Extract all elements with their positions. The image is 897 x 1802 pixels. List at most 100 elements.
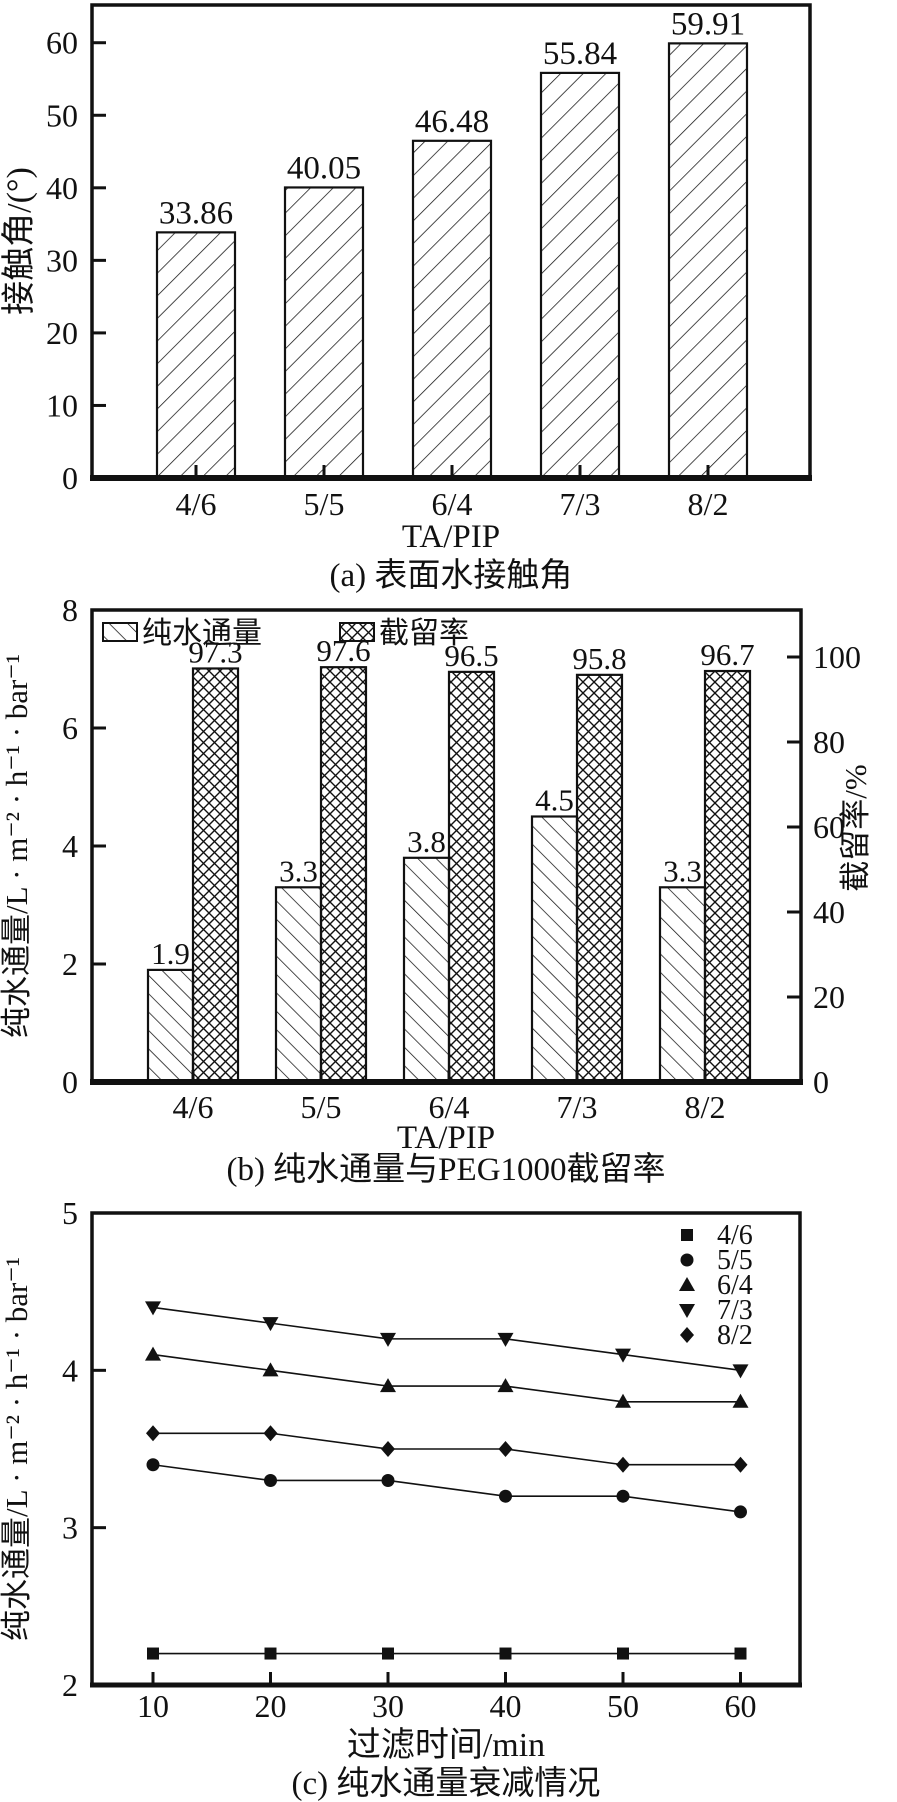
marker-circle [734, 1505, 747, 1519]
flux-value-label: 4.5 [535, 783, 574, 818]
marker-triangle-down [145, 1301, 161, 1316]
x-tick-label: 7/3 [560, 486, 601, 522]
bar-7/3 [539, 71, 621, 480]
x-tick-label: 5/5 [304, 486, 345, 522]
marker-triangle-up [262, 1362, 279, 1377]
marker-circle [146, 1458, 160, 1472]
bar-value-label: 55.84 [543, 36, 617, 72]
caption-c: (c) 纯水通量衰减情况 [292, 1765, 601, 1802]
bar-6/4 [411, 139, 493, 480]
x-axis-title: 过滤时间/min [347, 1726, 545, 1764]
series-4/6 [147, 1647, 747, 1660]
marker-square [617, 1647, 629, 1660]
rejection-value-label: 96.5 [444, 638, 498, 673]
y-tick-label-left: 8 [62, 592, 78, 628]
marker-square [382, 1647, 394, 1660]
marker-triangle-up [732, 1393, 749, 1408]
legend-label-8/2: 8/2 [717, 1320, 753, 1351]
x-tick-label: 8/2 [685, 1089, 726, 1125]
marker-diamond [733, 1456, 748, 1473]
x-tick-label: 50 [607, 1688, 639, 1724]
y-tick-label-right: 80 [813, 724, 845, 760]
marker-square [264, 1647, 277, 1660]
chart-a-contact-angle: 0 10 20 30 40 50 60 33.86 4/6 40.05 5/5 46.48 6/4 55.… [0, 3, 812, 594]
x-tick-label: 6/4 [429, 1089, 470, 1125]
x-tick-label: 10 [137, 1688, 169, 1724]
y-tick-label-left: 2 [62, 946, 78, 982]
y-axis-title: 接触角/(°) [0, 167, 38, 315]
marker-circle [499, 1489, 512, 1503]
x-tick-label: 5/5 [301, 1089, 342, 1125]
series-8/2 [146, 1425, 748, 1473]
bar-4/6 [155, 231, 237, 480]
bar-value-label: 33.86 [159, 195, 233, 231]
series-6/4 [145, 1346, 749, 1408]
flux-value-label: 3.3 [279, 853, 318, 888]
flux-bar-4/6 [146, 968, 195, 1084]
legend-marker-diamond [680, 1327, 694, 1343]
y-tick-label: 20 [46, 315, 78, 351]
y-axis-title-right: 截留率/% [838, 764, 873, 891]
x-tick-label: 6/4 [432, 486, 473, 522]
y-tick-label: 0 [62, 460, 78, 496]
marker-diamond [498, 1441, 513, 1457]
y-tick-label: 10 [46, 387, 78, 423]
y-tick-label: 3 [62, 1510, 78, 1546]
x-tick-label: 20 [255, 1688, 287, 1724]
rejection-value-label: 96.7 [700, 637, 754, 672]
flux-value-label: 3.8 [407, 824, 446, 859]
series-line-8/2 [153, 1432, 741, 1466]
legend-label-5/5: 5/5 [717, 1245, 753, 1276]
marker-triangle-down [262, 1317, 279, 1332]
marker-triangle-up [615, 1393, 631, 1408]
y-tick-label-right: 40 [813, 894, 845, 930]
series-line-6/4 [152, 1353, 741, 1403]
y-tick-label: 40 [46, 170, 78, 206]
rejection-value-label: 97.3 [188, 634, 242, 669]
flux-value-label: 3.3 [663, 853, 702, 888]
legend-marker-square [681, 1229, 693, 1241]
series-line-7/3 [152, 1306, 741, 1372]
y-tick-label: 30 [46, 242, 78, 278]
bar-value-label: 46.48 [415, 104, 489, 140]
marker-circle [264, 1473, 277, 1487]
rejection-bar-8/2 [703, 669, 752, 1084]
series-line-5/5 [152, 1463, 741, 1513]
y-tick-label: 50 [46, 97, 78, 133]
chart-b-flux-rejection: 024680204060801001.997.34/63.397.65/53.8… [0, 592, 873, 1188]
flux-value-label: 1.9 [151, 936, 190, 971]
marker-diamond [381, 1441, 395, 1457]
y-tick-label: 2 [62, 1667, 78, 1703]
y-tick-label-right: 20 [813, 979, 845, 1015]
bar-8/2 [667, 42, 749, 480]
x-tick-label: 8/2 [688, 486, 729, 522]
y-tick-label: 4 [62, 1352, 78, 1388]
legend-label-6/4: 6/4 [717, 1270, 753, 1301]
marker-circle [381, 1473, 395, 1487]
x-tick-label: 7/3 [557, 1089, 598, 1125]
x-tick-label: 30 [372, 1688, 404, 1724]
marker-triangle-up [145, 1346, 161, 1361]
flux-bar-7/3 [530, 815, 579, 1084]
legend-marker-triangle-up [679, 1277, 695, 1291]
legend-marker-circle [680, 1253, 694, 1267]
marker-square [147, 1647, 159, 1660]
x-axis-title: TA/PIP [397, 1120, 495, 1156]
marker-triangle-up [497, 1378, 514, 1393]
chart-c-legend: 4/65/56/47/38/2 [679, 1220, 753, 1351]
y-tick-label: 60 [46, 25, 78, 61]
marker-diamond [263, 1425, 278, 1442]
flux-bar-8/2 [658, 886, 707, 1084]
rejection-value-label: 95.8 [572, 641, 626, 676]
y-axis-title: 纯水通量/L · m⁻² · h⁻¹ · bar⁻¹ [0, 1257, 34, 1641]
y-tick-label-right: 0 [813, 1064, 829, 1100]
marker-triangle-down [732, 1364, 749, 1379]
marker-triangle-down [615, 1348, 631, 1363]
legend-label-7/3: 7/3 [717, 1295, 753, 1326]
chart-b-legend: 纯水通量 截留率 [102, 617, 469, 650]
legend-label-flux: 纯水通量 [142, 617, 262, 650]
bar-value-label: 40.05 [287, 150, 361, 186]
legend-label-rejection: 截留率 [379, 617, 469, 650]
